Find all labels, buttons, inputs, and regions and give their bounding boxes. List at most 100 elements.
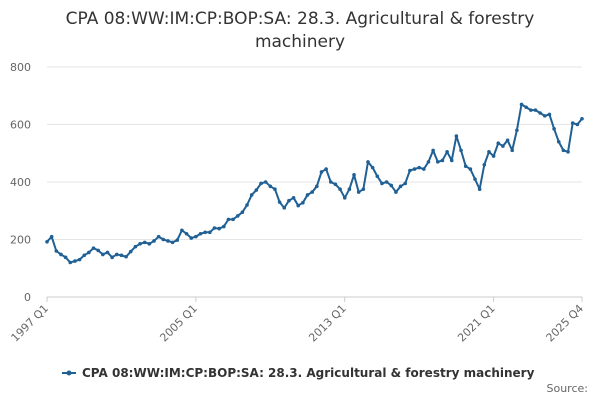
- data-point: [515, 128, 519, 133]
- series-layer: [45, 102, 584, 265]
- data-point: [54, 249, 59, 253]
- data-point: [449, 158, 454, 163]
- data-point: [319, 170, 324, 174]
- data-point: [166, 239, 170, 243]
- data-point: [175, 238, 180, 242]
- y-tick-label-0: 0: [24, 291, 31, 304]
- data-point: [203, 230, 207, 235]
- data-point: [245, 203, 249, 207]
- x-tick-label-1997-Q1: 1997 Q1: [9, 302, 52, 345]
- data-point: [477, 187, 482, 191]
- data-point: [68, 260, 73, 265]
- data-point: [147, 242, 152, 246]
- data-point: [463, 164, 468, 168]
- data-point: [273, 187, 277, 191]
- data-point: [91, 246, 96, 250]
- data-point: [263, 180, 268, 184]
- y-tick-label-600: 600: [10, 119, 31, 132]
- grid-lines: [47, 66, 582, 298]
- data-point: [538, 111, 542, 115]
- data-point: [240, 210, 245, 214]
- data-point: [524, 105, 528, 110]
- data-point: [124, 254, 128, 259]
- data-point: [580, 116, 584, 121]
- data-point: [221, 224, 226, 229]
- y-tick-label-200: 200: [10, 234, 31, 247]
- data-point: [422, 167, 426, 171]
- data-point: [398, 184, 403, 189]
- data-point: [259, 181, 263, 186]
- data-point: [170, 240, 175, 245]
- data-point: [510, 148, 515, 153]
- data-point: [501, 144, 505, 148]
- data-point: [133, 244, 138, 249]
- data-point: [459, 148, 463, 153]
- data-point: [296, 203, 301, 208]
- data-point: [394, 190, 398, 194]
- y-tick-label-400: 400: [10, 176, 31, 189]
- data-point: [566, 150, 570, 154]
- data-point: [375, 174, 380, 179]
- data-point: [208, 230, 212, 235]
- data-point: [180, 228, 184, 233]
- data-point: [114, 252, 119, 257]
- data-point: [454, 134, 459, 138]
- data-point: [194, 234, 198, 239]
- data-point: [556, 139, 561, 144]
- data-point: [77, 257, 82, 262]
- data-point: [403, 181, 408, 186]
- data-point: [333, 182, 338, 187]
- data-point: [96, 248, 100, 253]
- data-point: [542, 114, 547, 118]
- data-point: [445, 150, 449, 154]
- data-point: [301, 200, 305, 205]
- data-point: [552, 127, 556, 131]
- y-axis: 0 200 400 600 800: [10, 61, 31, 304]
- data-point: [324, 167, 328, 171]
- data-point: [575, 122, 580, 127]
- y-tick-label-800: 800: [10, 61, 31, 74]
- data-point: [491, 154, 496, 158]
- data-point: [59, 252, 63, 257]
- data-point: [49, 234, 54, 239]
- data-point: [87, 250, 91, 255]
- data-point: [328, 180, 333, 184]
- data-point: [152, 239, 156, 243]
- data-point: [212, 226, 217, 230]
- data-point: [533, 108, 538, 112]
- data-point: [435, 160, 440, 164]
- data-point: [198, 231, 203, 236]
- x-tick-label-2025-Q4: 2025 Q4: [544, 302, 587, 345]
- x-tick-label-2013-Q1: 2013 Q1: [306, 302, 349, 345]
- source-label[interactable]: Source:: [547, 382, 589, 395]
- data-point: [408, 168, 412, 173]
- data-point: [487, 150, 491, 154]
- data-point: [547, 112, 552, 117]
- data-point: [45, 240, 49, 244]
- data-point: [389, 183, 394, 188]
- data-point: [412, 167, 417, 171]
- data-point: [505, 138, 510, 143]
- data-point: [370, 165, 375, 170]
- data-point: [138, 242, 142, 246]
- data-point: [119, 253, 124, 258]
- data-point: [519, 102, 524, 107]
- data-point: [235, 214, 240, 218]
- data-point: [156, 234, 161, 239]
- legend[interactable]: CPA 08:WW:IM:CP:BOP:SA: 28.3. Agricultur…: [62, 366, 535, 380]
- data-point: [440, 158, 445, 163]
- data-point: [468, 167, 473, 171]
- data-point: [380, 181, 384, 186]
- data-point: [356, 190, 361, 194]
- data-point: [217, 226, 221, 231]
- data-point: [384, 180, 389, 184]
- data-point: [226, 217, 231, 222]
- data-point: [189, 236, 194, 240]
- data-point: [73, 259, 77, 263]
- data-point: [342, 196, 347, 200]
- x-tick-label-2005-Q1: 2005 Q1: [157, 302, 200, 345]
- data-point: [110, 255, 114, 260]
- data-point: [291, 196, 296, 200]
- data-point: [366, 160, 370, 164]
